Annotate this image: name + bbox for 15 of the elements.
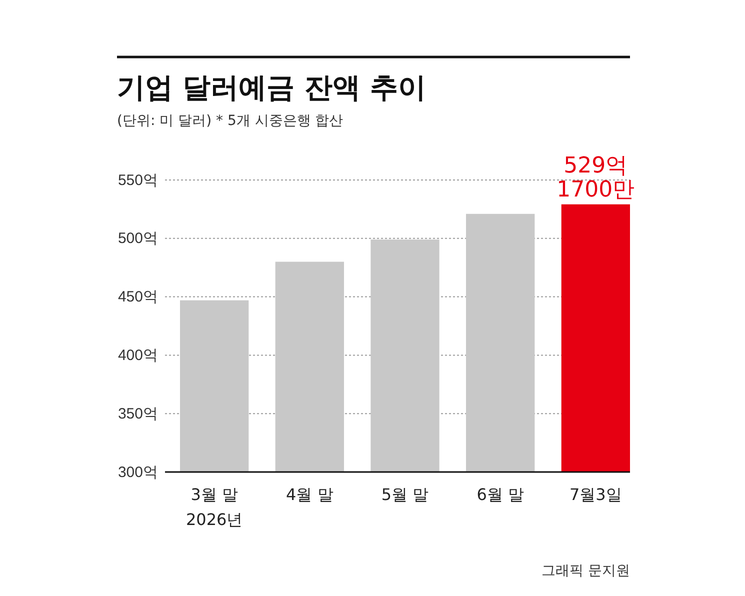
y-tick-label: 500억 [118, 230, 158, 248]
chart-title: 기업 달러예금 잔액 추이 [117, 71, 426, 104]
y-tick-label: 350억 [118, 405, 158, 422]
y-tick-label: 550억 [118, 172, 158, 189]
x-tick-label: 6월 말 [476, 485, 524, 504]
text: 그래픽 문지원 [542, 563, 630, 579]
x-tick-label: 4월 말 [286, 485, 334, 504]
x-tick-label: 3월 말 2026년 [186, 485, 243, 529]
x-tick-label: 5월 말 [381, 485, 429, 504]
y-tick-label: 450억 [118, 288, 158, 306]
y-tick-label: 300억 [118, 464, 158, 481]
y-tick-label: 400억 [118, 347, 158, 364]
data-label: 529억 1700만 [556, 153, 635, 202]
x-tick-label: 7월3일 [570, 485, 622, 504]
chart-subtitle: (단위: 미 달러) * 5개 시중은행 합산 [117, 113, 344, 129]
